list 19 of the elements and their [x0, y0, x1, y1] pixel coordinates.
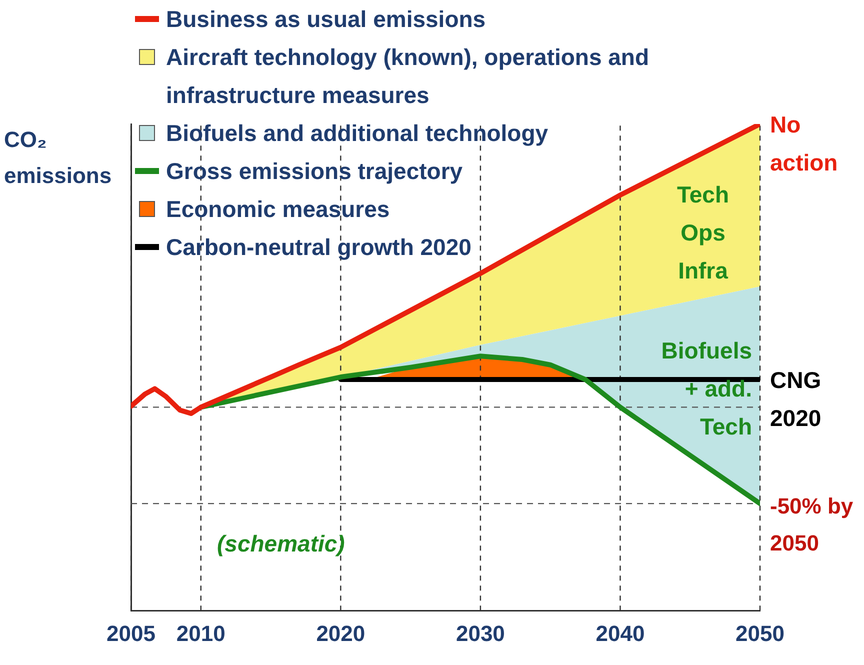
x-tick-label: 2030 [456, 620, 505, 646]
annotation: CNG 2020 [770, 366, 822, 431]
legend-label: Business as usual emissions [166, 5, 486, 34]
x-tick-label: 2050 [736, 620, 784, 646]
legend-label: Carbon-neutral growth 2020 [166, 233, 472, 262]
annotation: No action [770, 111, 838, 176]
x-tick-label: 2005 [106, 620, 156, 646]
y-axis-title: CO₂ emissions [4, 126, 113, 190]
legend-label: Gross emissions trajectory [166, 157, 463, 186]
annotation: Tech Ops Infra [677, 181, 729, 284]
x-tick-label: 2020 [316, 620, 366, 646]
x-tick-label: 2010 [176, 620, 226, 646]
ref-line-label: -50% by 2050 [770, 494, 854, 556]
legend-label: Economic measures [166, 195, 390, 224]
legend-label: Biofuels and additional technology [166, 119, 548, 148]
annotation: Biofuels + add. Tech [661, 337, 752, 440]
x-tick-label: 2040 [596, 620, 645, 646]
annotation: (schematic) [217, 530, 345, 556]
legend-label: Aircraft technology (known), operations and infrastructure measures [166, 43, 650, 110]
